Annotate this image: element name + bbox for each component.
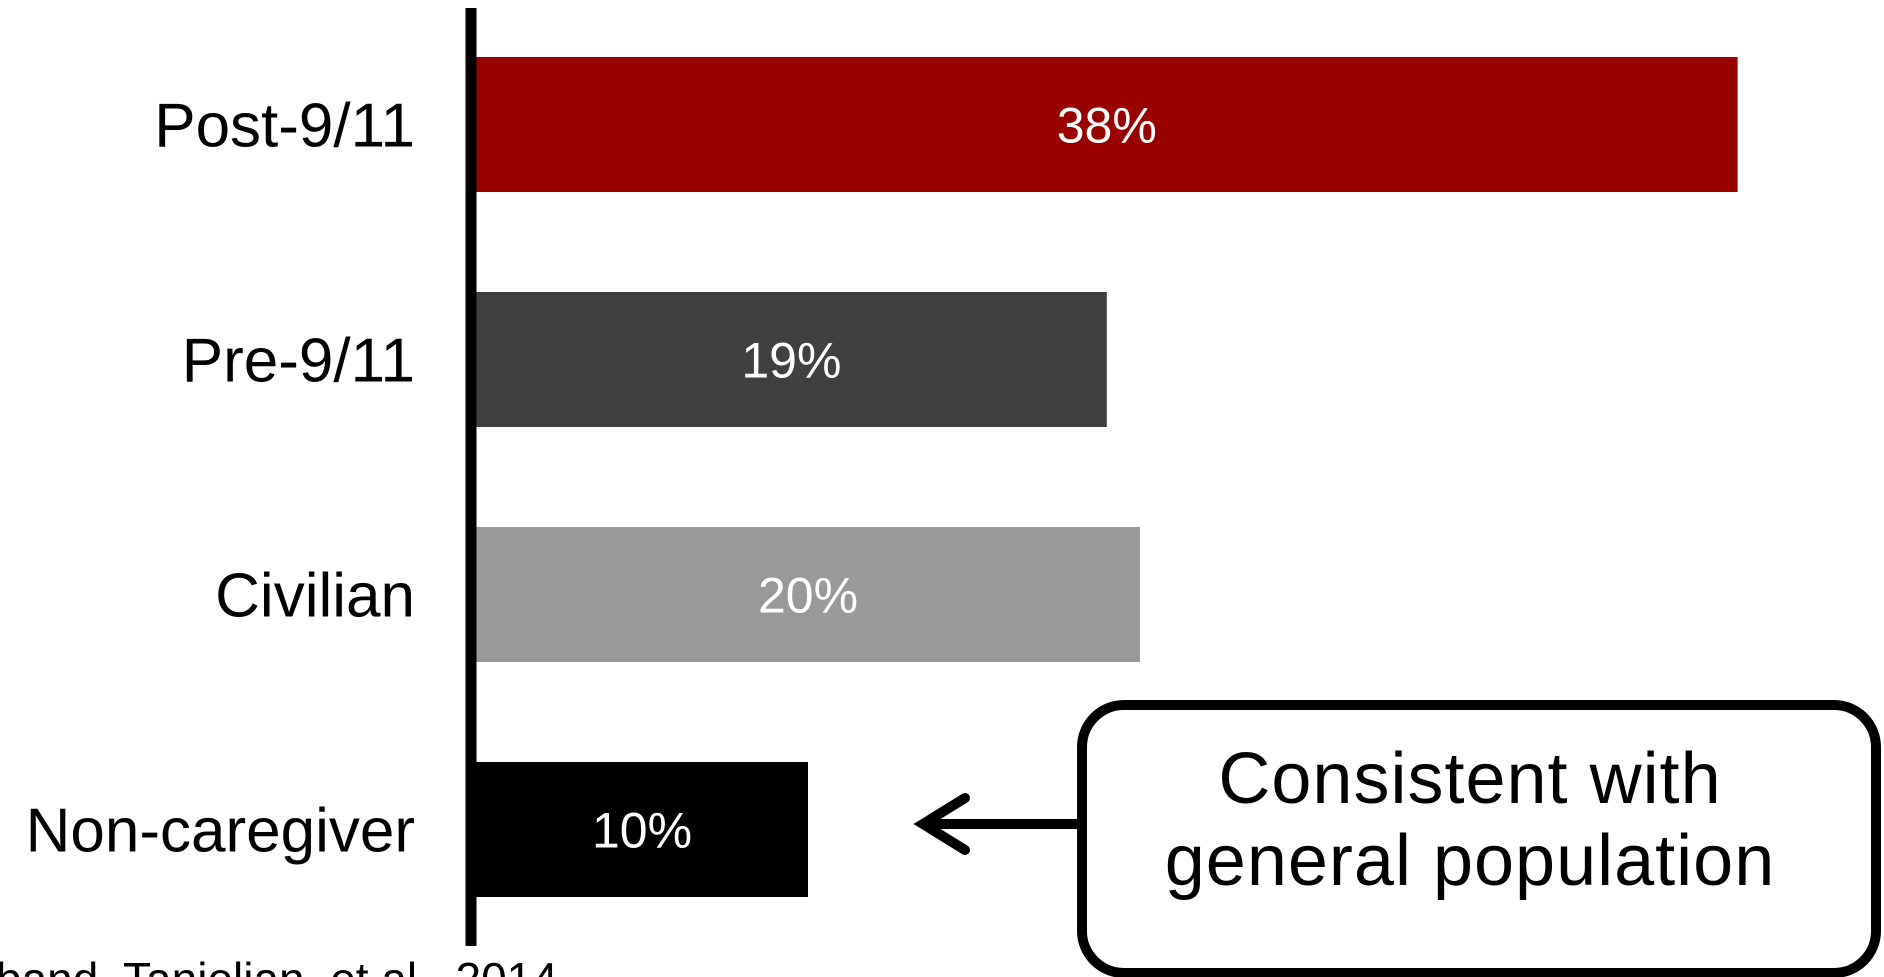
category-label-non-caregiver: Non-caregiver [26,797,415,866]
callout-arrow [913,793,1080,855]
bar-non-caregiver [476,762,808,897]
value-label-civilian: 20% [758,568,858,624]
value-label-post-9-11: 38% [1057,98,1157,154]
bar-post-9-11 [476,57,1738,192]
value-labels: 38% 19% 20% 10% [592,98,1157,859]
category-label-civilian: Civilian [215,562,415,631]
value-label-pre-9-11: 19% [741,333,841,389]
bar-civilian [476,527,1140,662]
category-labels: Post-9/11 Pre-9/11 Civilian Non-caregiver [26,92,415,866]
bars-layer [476,57,1738,897]
callout-line-2: general population [1165,821,1776,901]
category-label-post-9-11: Post-9/11 [154,92,415,161]
value-label-non-caregiver: 10% [592,803,692,859]
bar-pre-9-11 [476,292,1107,427]
callout: Consistent with general population [1077,700,1881,977]
callout-box [1077,700,1881,977]
category-label-pre-9-11: Pre-9/11 [182,327,415,396]
callout-line-1: Consistent with [1218,739,1721,819]
source-citation: band, Tanielian, et al., 2014 [0,953,558,977]
callout-arrow-head [913,793,970,855]
